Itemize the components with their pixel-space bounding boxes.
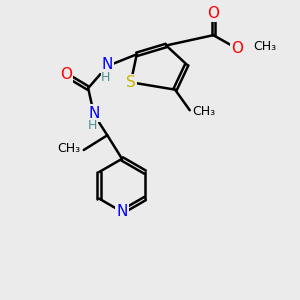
Text: H: H xyxy=(101,71,110,84)
Text: N: N xyxy=(102,57,113,72)
Text: O: O xyxy=(207,6,219,21)
Text: O: O xyxy=(231,41,243,56)
Text: S: S xyxy=(126,75,136,90)
Text: CH₃: CH₃ xyxy=(193,105,216,118)
Text: N: N xyxy=(116,204,128,219)
Text: CH₃: CH₃ xyxy=(58,142,81,155)
Text: N: N xyxy=(88,106,100,121)
Text: O: O xyxy=(60,68,72,82)
Text: CH₃: CH₃ xyxy=(253,40,276,53)
Text: H: H xyxy=(88,119,97,132)
